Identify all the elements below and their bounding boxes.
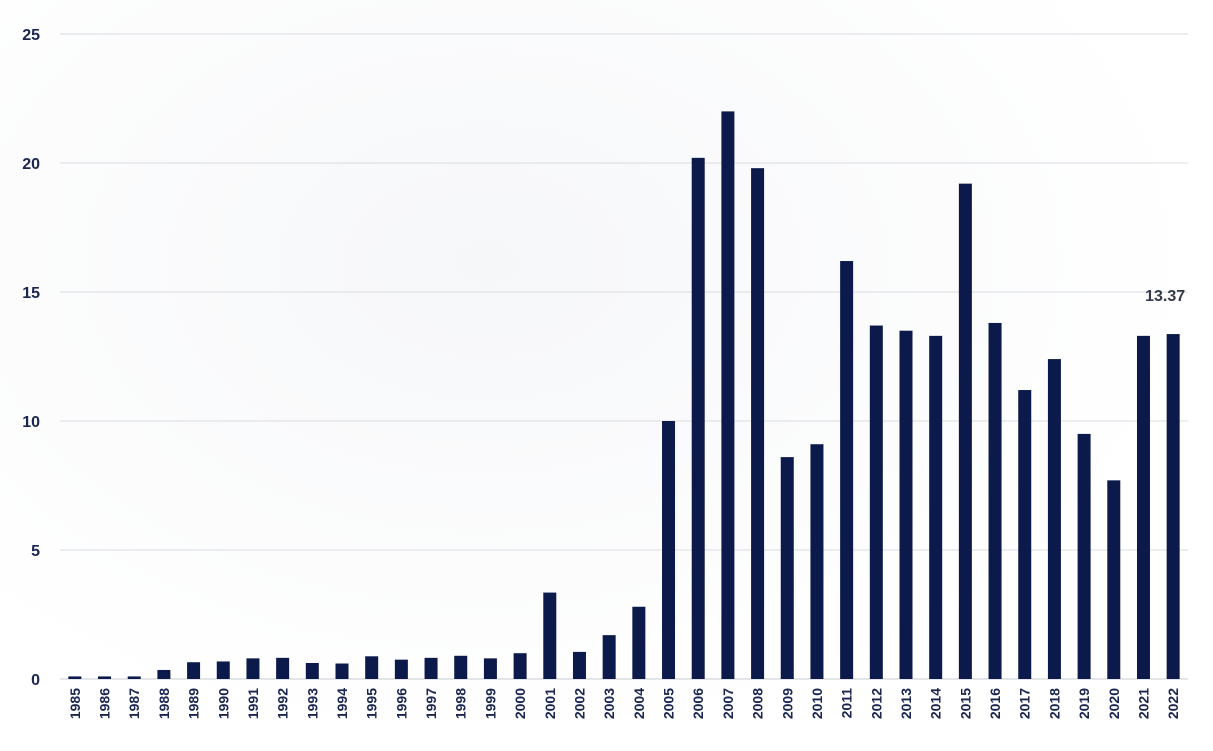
x-tick-label: 2007 (720, 688, 736, 719)
x-tick-label: 2002 (571, 688, 587, 719)
y-tick-label: 15 (22, 285, 40, 302)
bar-1987 (127, 676, 141, 679)
data-label-2022: 13.37 (1145, 288, 1185, 305)
bar-1986 (98, 676, 112, 679)
x-tick-label: 2016 (987, 688, 1003, 719)
y-tick-label: 10 (22, 414, 40, 431)
x-tick-label: 2001 (542, 688, 558, 719)
bar-2002 (572, 651, 586, 679)
x-tick-label: 2021 (1135, 688, 1151, 719)
x-tick-label: 2018 (1046, 688, 1062, 719)
bar-2016 (988, 322, 1002, 679)
bar-1997 (424, 657, 438, 679)
bar-2015 (958, 183, 972, 679)
x-tick-label: 2015 (957, 688, 973, 719)
x-tick-label: 1992 (275, 688, 291, 719)
x-tick-label: 1987 (126, 688, 142, 719)
bar-2014 (929, 335, 943, 679)
bar-2012 (869, 325, 883, 679)
bar-1995 (365, 656, 379, 679)
x-tick-label: 2022 (1165, 688, 1181, 719)
x-tick-label: 1990 (215, 688, 231, 719)
bar-1993 (305, 663, 319, 679)
bar-2006 (691, 157, 705, 680)
y-tick-label: 25 (22, 27, 40, 44)
bar-2004 (632, 606, 646, 679)
x-tick-label: 1994 (334, 688, 350, 719)
x-tick-label: 1995 (364, 688, 380, 719)
x-tick-label: 1997 (423, 688, 439, 719)
bar-2021 (1136, 335, 1150, 679)
bar-2019 (1077, 433, 1091, 679)
bar-2008 (751, 168, 765, 679)
bar-2020 (1107, 480, 1121, 679)
bar-2000 (513, 653, 527, 679)
x-tick-label: 2000 (512, 688, 528, 719)
bar-2010 (810, 444, 824, 679)
x-tick-label: 2004 (631, 688, 647, 719)
bar-2013 (899, 330, 913, 679)
data-labels: 13.37 (1145, 288, 1185, 305)
x-tick-label: 2014 (928, 688, 944, 719)
x-tick-label: 1988 (156, 688, 172, 719)
x-tick-label: 2017 (1017, 688, 1033, 719)
x-tick-label: 1993 (304, 688, 320, 719)
bar-2007 (721, 111, 735, 679)
x-tick-label: 2003 (601, 688, 617, 719)
x-tick-label: 2011 (839, 688, 855, 719)
bar-2003 (602, 635, 616, 679)
bar-1992 (276, 657, 290, 679)
x-axis-ticks: 1985 1986 1987 1988 1989 1990 1991 1992 1993 1994… (67, 688, 1181, 719)
bar-1988 (157, 669, 171, 679)
x-tick-label: 2006 (690, 688, 706, 719)
x-tick-label: 2005 (661, 688, 677, 719)
x-tick-label: 1985 (67, 688, 83, 719)
bar-2018 (1047, 359, 1061, 679)
y-tick-label: 5 (31, 543, 40, 560)
x-tick-label: 1986 (97, 688, 113, 719)
bar-2022 (1166, 334, 1180, 679)
x-tick-label: 1991 (245, 688, 261, 719)
x-tick-label: 1989 (186, 688, 202, 719)
x-tick-label: 2013 (898, 688, 914, 719)
x-tick-label: 2010 (809, 688, 825, 719)
x-tick-label: 2020 (1106, 688, 1122, 719)
bar-1998 (454, 655, 468, 679)
bar-1989 (187, 662, 201, 679)
x-tick-label: 2019 (1076, 688, 1092, 719)
bar-2005 (662, 421, 676, 679)
bar-1999 (483, 658, 497, 679)
bar-2011 (840, 261, 854, 679)
bar-1996 (394, 659, 408, 679)
bar-1991 (246, 658, 260, 679)
y-tick-label: 0 (31, 672, 40, 689)
y-tick-label: 20 (22, 156, 40, 173)
bar-1990 (216, 661, 230, 679)
x-tick-label: 2008 (750, 688, 766, 719)
x-tick-label: 1996 (393, 688, 409, 719)
bar-2009 (780, 457, 794, 679)
bar-2017 (1018, 390, 1032, 679)
bar-2001 (543, 592, 557, 679)
x-tick-label: 2012 (868, 688, 884, 719)
bar-1994 (335, 663, 349, 679)
y-axis-ticks: 0 5 10 15 20 25 (22, 27, 40, 689)
bars (68, 111, 1180, 680)
bar-1985 (68, 676, 82, 679)
x-tick-label: 1998 (453, 688, 469, 719)
x-tick-label: 1999 (482, 688, 498, 719)
x-tick-label: 2009 (779, 688, 795, 719)
